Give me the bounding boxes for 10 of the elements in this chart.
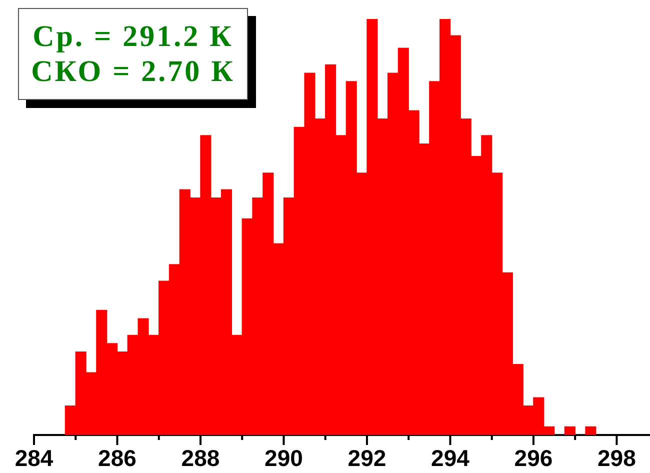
x-tick-label: 284: [14, 445, 54, 472]
x-tick-label: 286: [98, 445, 136, 472]
x-tick-label: 290: [264, 445, 303, 472]
x-tick-label: 298: [598, 445, 636, 472]
x-tick-label: 296: [514, 445, 553, 472]
x-tick-label: 288: [181, 445, 220, 472]
x-tick-label: 294: [431, 445, 470, 472]
x-tick-label: 292: [348, 445, 386, 472]
annotation: Ср. = 291.2 К: [32, 19, 234, 54]
annotation: СКО = 2.70 К: [31, 54, 235, 89]
